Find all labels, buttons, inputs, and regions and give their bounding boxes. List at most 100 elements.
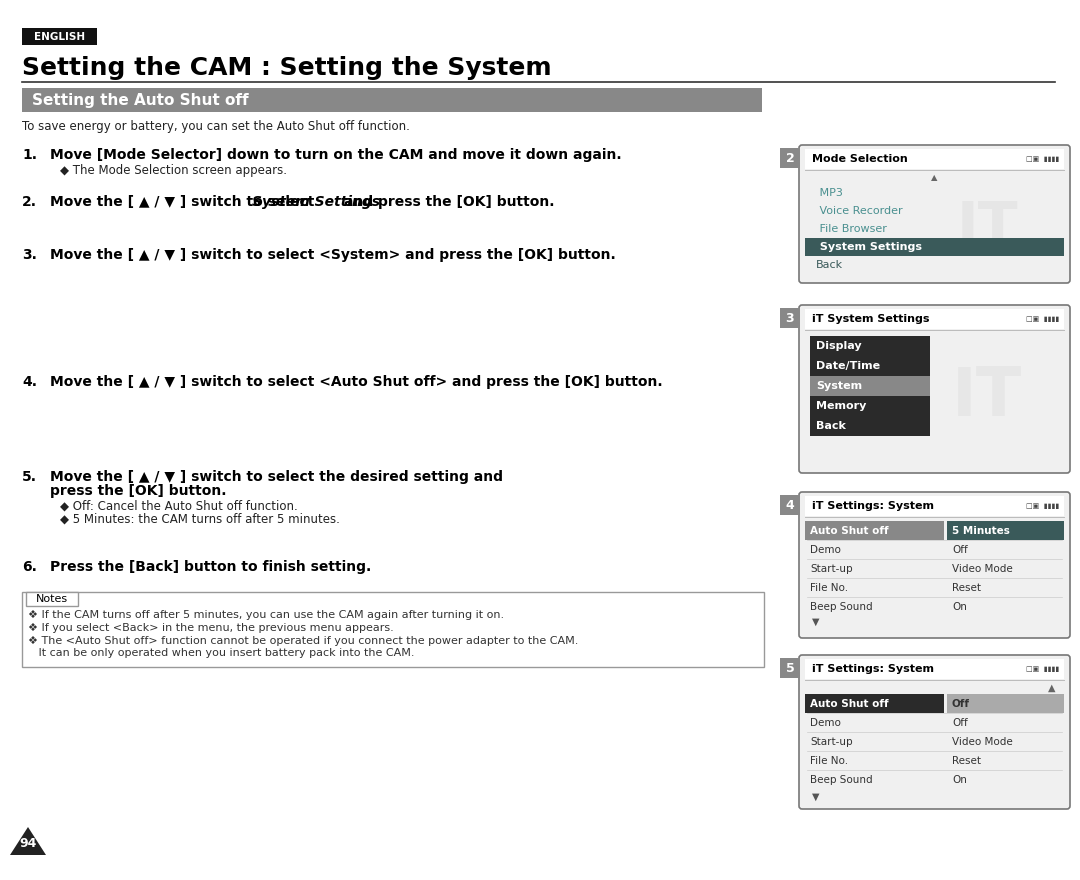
Text: Auto Shut off: Auto Shut off — [810, 525, 889, 536]
Text: ❖ If you select <Back> in the menu, the previous menu appears.: ❖ If you select <Back> in the menu, the … — [28, 623, 394, 633]
FancyBboxPatch shape — [799, 492, 1070, 638]
Text: On: On — [951, 602, 967, 612]
Text: Video Mode: Video Mode — [951, 737, 1013, 746]
Text: It can be only operated when you insert battery pack into the CAM.: It can be only operated when you insert … — [28, 648, 415, 658]
Text: Move the [ ▲ / ▼ ] switch to select <System> and press the [OK] button.: Move the [ ▲ / ▼ ] switch to select <Sys… — [50, 248, 616, 262]
Text: Beep Sound: Beep Sound — [810, 602, 873, 612]
Text: Start-up: Start-up — [810, 563, 852, 574]
Bar — [805, 309, 1064, 329]
Text: Move the [ ▲ / ▼ ] switch to select: Move the [ ▲ / ▼ ] switch to select — [50, 195, 320, 209]
Bar — [780, 148, 800, 168]
Text: Mode Selection: Mode Selection — [812, 154, 908, 164]
Text: ▼: ▼ — [812, 617, 820, 627]
Bar — [22, 28, 97, 45]
Text: and press the [OK] button.: and press the [OK] button. — [339, 195, 554, 209]
Text: Notes: Notes — [36, 594, 68, 604]
Bar — [810, 396, 930, 416]
Text: Off: Off — [951, 699, 970, 708]
Text: ▼: ▼ — [812, 792, 820, 802]
Text: ▲: ▲ — [931, 173, 937, 182]
Text: Demo: Demo — [810, 717, 841, 728]
Text: iT System Settings: iT System Settings — [812, 314, 930, 324]
Text: ❖ The <Auto Shut off> function cannot be operated if you connect the power adapt: ❖ The <Auto Shut off> function cannot be… — [28, 636, 579, 646]
Text: ENGLISH: ENGLISH — [33, 32, 85, 41]
Text: System Settings: System Settings — [252, 195, 379, 209]
Text: File No.: File No. — [810, 583, 848, 592]
Text: press the [OK] button.: press the [OK] button. — [50, 484, 227, 498]
Bar — [780, 308, 800, 328]
Text: Move the [ ▲ / ▼ ] switch to select the desired setting and: Move the [ ▲ / ▼ ] switch to select the … — [50, 470, 503, 484]
Text: IT: IT — [953, 364, 1023, 430]
Text: Off: Off — [951, 717, 968, 728]
Text: 5 Minutes: 5 Minutes — [951, 525, 1010, 536]
Text: Back: Back — [816, 260, 843, 270]
Text: □▣  ▮▮▮▮: □▣ ▮▮▮▮ — [1026, 156, 1059, 162]
Text: ❖ If the CAM turns off after 5 minutes, you can use the CAM again after turning : ❖ If the CAM turns off after 5 minutes, … — [28, 610, 504, 620]
FancyBboxPatch shape — [799, 655, 1070, 809]
Text: File No.: File No. — [810, 756, 848, 766]
Text: Video Mode: Video Mode — [951, 563, 1013, 574]
Text: 3: 3 — [785, 312, 794, 325]
Text: Press the [Back] button to finish setting.: Press the [Back] button to finish settin… — [50, 560, 372, 574]
Text: IT: IT — [957, 199, 1018, 256]
Text: 3.: 3. — [22, 248, 37, 262]
Text: Move [Mode Selector] down to turn on the CAM and move it down again.: Move [Mode Selector] down to turn on the… — [50, 148, 622, 162]
Text: Memory: Memory — [816, 401, 866, 411]
Bar — [22, 88, 762, 112]
Text: 2: 2 — [785, 151, 795, 165]
Text: System: System — [816, 381, 862, 391]
Text: Auto Shut off: Auto Shut off — [810, 699, 889, 708]
FancyBboxPatch shape — [799, 305, 1070, 473]
Text: iT Settings: System: iT Settings: System — [812, 501, 934, 511]
Bar — [810, 336, 930, 356]
Bar — [805, 694, 944, 713]
Text: ◆ Off: Cancel the Auto Shut off function.: ◆ Off: Cancel the Auto Shut off function… — [60, 500, 298, 513]
Bar — [947, 521, 1064, 540]
Bar — [805, 149, 1064, 169]
Text: 5.: 5. — [22, 470, 37, 484]
Text: ▲: ▲ — [1049, 683, 1056, 693]
Bar — [810, 356, 930, 376]
Text: On: On — [951, 774, 967, 784]
Bar — [805, 238, 1064, 256]
Text: 94: 94 — [19, 837, 37, 849]
Text: 5: 5 — [785, 662, 795, 674]
Text: File Browser: File Browser — [816, 224, 887, 234]
Text: Back: Back — [816, 421, 846, 431]
Text: 4.: 4. — [22, 375, 37, 389]
Bar — [805, 521, 944, 540]
Text: 6.: 6. — [22, 560, 37, 574]
Text: Display: Display — [816, 341, 862, 351]
Bar — [947, 694, 1064, 713]
Text: □▣  ▮▮▮▮: □▣ ▮▮▮▮ — [1026, 503, 1059, 509]
Text: Reset: Reset — [951, 756, 981, 766]
Polygon shape — [10, 827, 46, 855]
Text: Move the [ ▲ / ▼ ] switch to select <Auto Shut off> and press the [OK] button.: Move the [ ▲ / ▼ ] switch to select <Aut… — [50, 375, 663, 389]
Text: Setting the Auto Shut off: Setting the Auto Shut off — [32, 92, 248, 107]
Text: 1.: 1. — [22, 148, 37, 162]
Text: Start-up: Start-up — [810, 737, 852, 746]
Text: □▣  ▮▮▮▮: □▣ ▮▮▮▮ — [1026, 316, 1059, 322]
Text: To save energy or battery, you can set the Auto Shut off function.: To save energy or battery, you can set t… — [22, 120, 410, 133]
Bar — [22, 592, 764, 667]
Text: 4: 4 — [785, 498, 795, 511]
Text: ◆ 5 Minutes: the CAM turns off after 5 minutes.: ◆ 5 Minutes: the CAM turns off after 5 m… — [60, 513, 340, 526]
Text: Beep Sound: Beep Sound — [810, 774, 873, 784]
Text: iT Settings: System: iT Settings: System — [812, 664, 934, 674]
Text: MP3: MP3 — [816, 188, 842, 198]
Text: ◆ The Mode Selection screen appears.: ◆ The Mode Selection screen appears. — [60, 164, 287, 177]
Text: Date/Time: Date/Time — [816, 361, 880, 371]
Text: Off: Off — [951, 545, 968, 554]
Bar — [26, 592, 78, 606]
Bar — [780, 658, 800, 678]
Text: Voice Recorder: Voice Recorder — [816, 206, 903, 216]
Text: Setting the CAM : Setting the System: Setting the CAM : Setting the System — [22, 56, 552, 80]
Bar — [805, 659, 1064, 679]
Text: Demo: Demo — [810, 545, 841, 554]
Bar — [810, 416, 930, 436]
Text: Reset: Reset — [951, 583, 981, 592]
Bar — [780, 495, 800, 515]
FancyBboxPatch shape — [799, 145, 1070, 283]
Text: □▣  ▮▮▮▮: □▣ ▮▮▮▮ — [1026, 666, 1059, 672]
Bar — [810, 376, 930, 396]
